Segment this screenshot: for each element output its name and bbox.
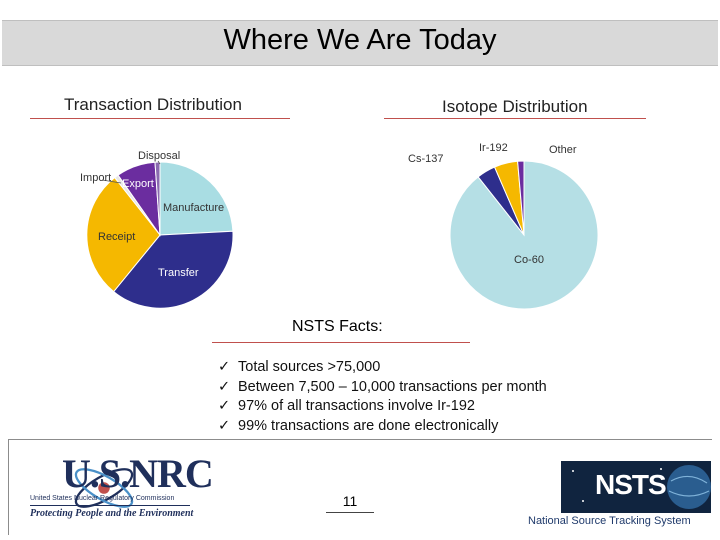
label-co60: Co-60 <box>514 254 544 266</box>
label-other: Other <box>549 144 577 156</box>
facts-title-rule <box>212 342 470 343</box>
nrc-underline <box>30 505 190 506</box>
slide-title: Where We Are Today <box>223 24 497 56</box>
label-receipt: Receipt <box>98 231 136 243</box>
check-icon: ✓ <box>218 417 231 434</box>
facts-list: ✓ Total sources >75,000 ✓ Between 7,500 – … <box>218 358 547 436</box>
label-export: Export <box>122 178 154 190</box>
transaction-pie <box>86 161 234 309</box>
slice-other <box>517 160 525 236</box>
nsts-facts-title: NSTS Facts: <box>292 318 383 335</box>
import-leader <box>101 179 122 184</box>
isotope-distribution-title: Isotope Distribution <box>442 97 588 116</box>
nsts-logo-text: NSTS <box>595 469 667 500</box>
page-number: 11 <box>342 493 358 509</box>
check-icon: ✓ <box>218 359 231 375</box>
slice-manufacture <box>159 161 234 236</box>
globe-icon <box>572 465 711 509</box>
transaction-distribution-title: Transaction Distribution <box>64 95 242 114</box>
isotope-title-rule <box>384 118 646 119</box>
label-import: Import <box>80 172 112 184</box>
nrc-atom-icon <box>74 468 134 508</box>
nsts-caption: National Source Tracking System <box>528 515 691 527</box>
label-transfer: Transfer <box>158 267 199 279</box>
footer-left-border <box>8 439 9 535</box>
page-number-rule <box>326 512 374 513</box>
transaction-title-rule <box>30 118 290 119</box>
nsts-logo: NSTS <box>561 461 711 513</box>
title-bar <box>2 20 718 66</box>
nrc-logo-text: U.S.NRC <box>62 451 214 496</box>
nrc-subtitle: United States Nuclear Regulatory Commiss… <box>30 495 175 502</box>
list-item: ✓ 99% transactions are done electronicall… <box>218 417 547 437</box>
slice-receipt <box>86 176 161 293</box>
label-manufacture: Manufacture <box>163 202 225 214</box>
nrc-tagline: Protecting People and the Environment <box>30 508 194 519</box>
list-item: ✓ 97% of all transactions involve Ir-192 <box>218 397 547 417</box>
isotope-pie <box>449 160 599 310</box>
label-ir192: Ir-192 <box>479 142 508 154</box>
slice-transfer <box>112 230 234 309</box>
list-item: ✓ Between 7,500 – 10,000 transactions per… <box>218 378 547 398</box>
slice-disposal <box>154 161 161 236</box>
list-item: ✓ Total sources >75,000 <box>218 358 547 378</box>
disposal-leader <box>157 160 161 165</box>
label-disposal: Disposal <box>138 150 181 162</box>
check-icon: ✓ <box>218 398 231 414</box>
label-cs137: Cs-137 <box>408 153 444 165</box>
check-icon: ✓ <box>218 378 231 395</box>
footer-divider <box>8 439 712 440</box>
